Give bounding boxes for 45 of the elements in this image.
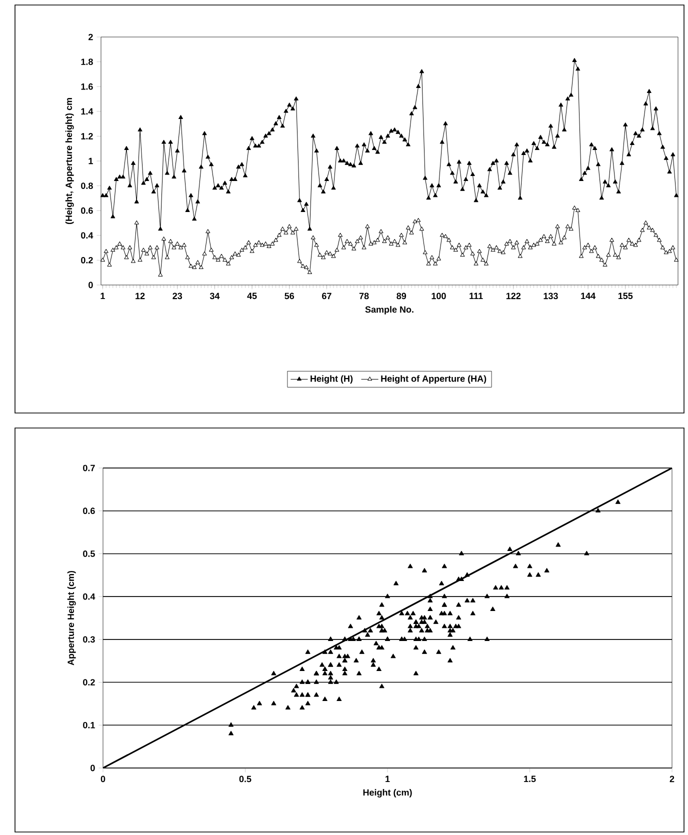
y-tick-label: 0.6 xyxy=(83,508,95,514)
y-tick-label: 0.4 xyxy=(83,593,96,600)
x-axis-title: Height (cm) xyxy=(363,789,412,798)
y-tick-label: 0.8 xyxy=(81,182,93,189)
x-tick-label: 155 xyxy=(618,292,633,300)
y-tick-label: 2 xyxy=(88,34,93,40)
x-tick-label: 12 xyxy=(136,292,145,300)
x-tick-label: 2 xyxy=(670,776,674,782)
y-tick-label: 0 xyxy=(88,282,93,288)
x-tick-label: 0 xyxy=(100,776,106,782)
x-tick-label: 1 xyxy=(386,776,390,782)
y-tick-label: 1.8 xyxy=(81,58,93,65)
y-axis-title: (Height, Apperture height) cm xyxy=(65,98,74,224)
x-tick-label: 0.5 xyxy=(239,776,252,782)
y-tick-label: 0.2 xyxy=(81,257,93,264)
y-tick-label: 0.6 xyxy=(81,207,93,214)
y-tick-label: 1.4 xyxy=(81,108,94,114)
x-tick-label: 100 xyxy=(432,292,446,300)
x-tick-label: 1.5 xyxy=(524,776,536,782)
x-tick-label: 23 xyxy=(172,292,182,300)
legend-label: Height of Apperture (HA) xyxy=(381,375,486,384)
x-tick-label: 111 xyxy=(470,292,483,299)
y-tick-label: 0.2 xyxy=(83,679,95,686)
y-tick-label: 0.5 xyxy=(83,550,95,557)
legend-label: Height (H) xyxy=(310,375,353,384)
y-tick-label: 1.2 xyxy=(81,133,93,140)
y-tick-label: 0 xyxy=(90,764,95,772)
x-tick-label: 1 xyxy=(100,292,105,299)
y-tick-label: 0.4 xyxy=(81,232,94,239)
y-tick-label: 0.3 xyxy=(83,636,95,643)
y-tick-label: 1.6 xyxy=(81,83,93,90)
x-tick-label: 133 xyxy=(544,292,558,300)
y-tick-label: 1 xyxy=(88,158,93,164)
x-tick-label: 144 xyxy=(581,292,596,299)
x-tick-label: 122 xyxy=(506,292,521,300)
x-tick-label: 45 xyxy=(247,292,257,300)
x-tick-label: 56 xyxy=(284,292,294,300)
x-tick-label: 67 xyxy=(322,292,332,300)
y-tick-label: 0.7 xyxy=(83,464,95,472)
x-tick-label: 78 xyxy=(359,292,369,300)
y-tick-label: 0.1 xyxy=(83,722,95,728)
x-tick-label: 34 xyxy=(210,292,220,300)
x-tick-label: 89 xyxy=(396,292,406,300)
y-axis-title: Apperture Height (cm) xyxy=(67,570,76,666)
x-axis-title: Sample No. xyxy=(365,306,414,314)
